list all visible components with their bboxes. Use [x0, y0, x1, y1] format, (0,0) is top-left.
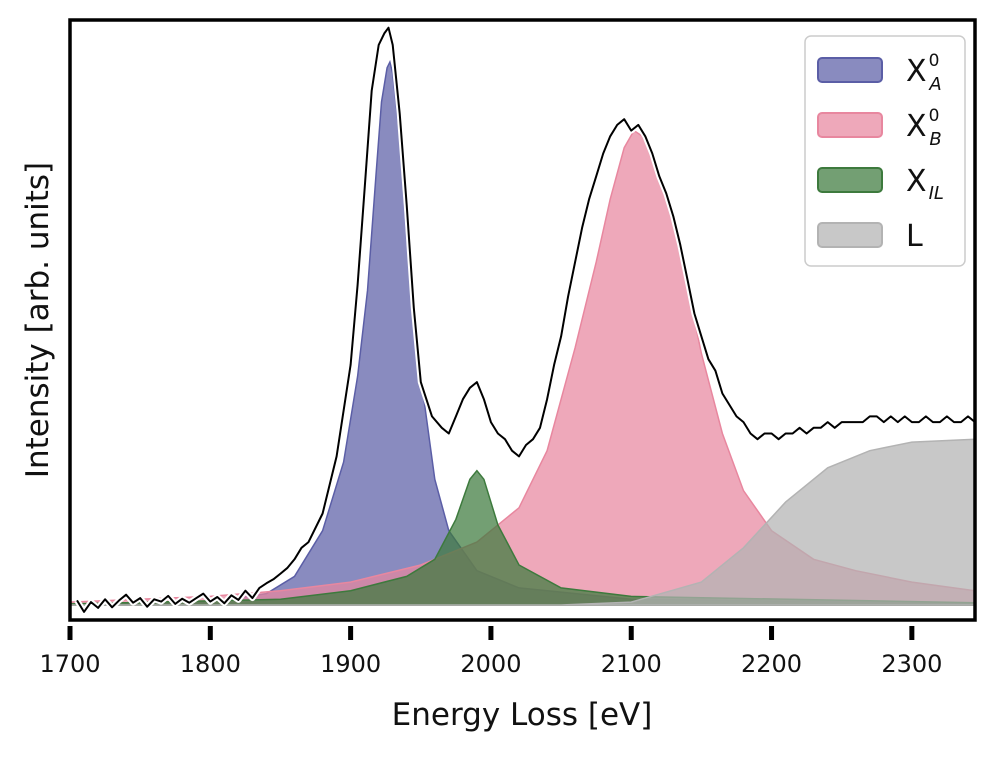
legend-swatch-0: [817, 57, 883, 83]
series-area-3: [70, 438, 975, 606]
legend-label-2: X IL: [906, 164, 944, 204]
legend-swatch-2: [817, 167, 883, 193]
legend-swatch-1: [817, 112, 883, 138]
x-tick-label-2000: 2000: [460, 650, 521, 678]
x-axis-title: Energy Loss [eV]: [392, 697, 653, 733]
x-tick-label-2300: 2300: [881, 650, 942, 678]
legend: X 0 A X 0 B X IL L: [804, 35, 966, 267]
legend-swatch-3: [817, 222, 883, 248]
x-axis: 1700 1800 1900 2000 2100 2200 2300: [39, 626, 942, 678]
plot-frame: [68, 18, 977, 622]
data-lines: [74, 24, 975, 615]
x-tick-label-1700: 1700: [39, 650, 100, 678]
x-tick-label-1900: 1900: [320, 650, 381, 678]
y-axis-title: Intensity [arb. units]: [20, 162, 56, 478]
x-tick-label-2200: 2200: [741, 650, 802, 678]
component-fills: [70, 59, 975, 606]
legend-box: [804, 35, 966, 267]
series-area-2: [70, 469, 975, 606]
data-line: [76, 26, 975, 613]
x-tick-label-2100: 2100: [601, 650, 662, 678]
legend-label-3: L: [906, 219, 923, 254]
x-tick-label-1800: 1800: [180, 650, 241, 678]
